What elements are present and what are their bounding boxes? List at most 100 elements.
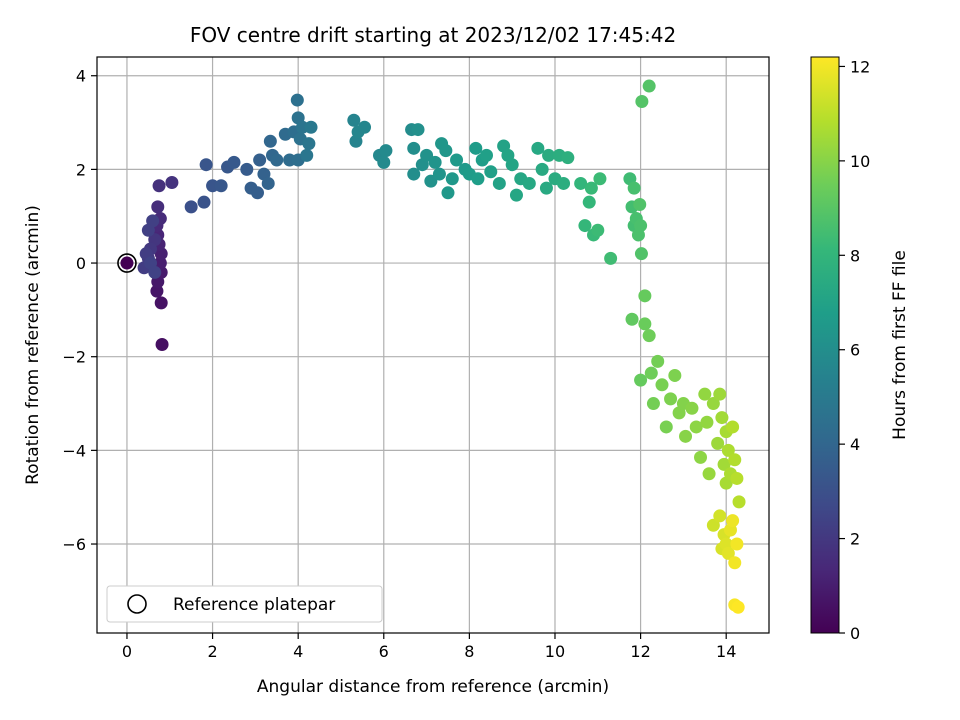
colorbar-tick-label: 8 <box>850 246 860 265</box>
data-point <box>584 181 598 195</box>
data-point <box>153 256 167 270</box>
colorbar-tick-label: 12 <box>850 57 870 76</box>
data-point <box>706 397 720 411</box>
legend-box <box>106 585 383 623</box>
data-point <box>638 289 652 303</box>
data-point <box>407 167 421 181</box>
data-point <box>263 134 277 148</box>
data-point <box>557 176 571 190</box>
data-point <box>411 123 425 137</box>
x-tick-label: 2 <box>207 642 217 661</box>
data-point <box>469 141 483 155</box>
x-tick-label: 6 <box>379 642 389 661</box>
colorbar-label: Hours from first FF file <box>890 250 910 440</box>
data-point <box>730 537 744 551</box>
scatter-points <box>137 79 746 614</box>
data-point <box>713 509 727 523</box>
reference-point <box>120 256 134 270</box>
data-point <box>492 176 506 190</box>
data-point <box>184 200 198 214</box>
data-point <box>407 141 421 155</box>
data-point <box>290 93 304 107</box>
data-point <box>732 495 746 509</box>
data-point <box>432 167 446 181</box>
data-point <box>634 219 648 233</box>
data-point <box>146 214 160 228</box>
data-point <box>638 317 652 331</box>
data-point <box>731 600 745 614</box>
data-point <box>535 162 549 176</box>
data-point <box>685 401 699 415</box>
data-point <box>542 148 556 162</box>
data-point <box>300 148 314 162</box>
colorbar-tick-label: 6 <box>850 341 860 360</box>
data-point <box>165 176 179 190</box>
data-point <box>635 94 649 108</box>
data-point <box>379 144 393 158</box>
data-point <box>420 148 434 162</box>
data-point <box>642 79 656 93</box>
reference-marker-layer <box>117 253 137 273</box>
data-point <box>717 457 731 471</box>
data-point <box>155 338 169 352</box>
reference-marker-icon <box>117 253 137 273</box>
data-point <box>199 158 213 172</box>
data-point <box>633 198 647 212</box>
colorbar <box>810 56 840 634</box>
colorbar-tick-label: 2 <box>850 530 860 549</box>
data-point <box>484 165 498 179</box>
data-point <box>197 195 211 209</box>
y-axis-label: Rotation from reference (arcmin) <box>23 205 43 485</box>
chart-title: FOV centre drift starting at 2023/12/02 … <box>190 23 676 47</box>
data-point <box>728 453 742 467</box>
data-point <box>151 200 165 214</box>
data-point <box>627 181 641 195</box>
y-tick-label: −6 <box>62 535 86 554</box>
legend-entry-label: Reference platepar <box>173 595 335 615</box>
data-point <box>655 378 669 392</box>
data-point <box>646 397 660 411</box>
data-point <box>634 373 648 387</box>
data-point <box>698 387 712 401</box>
data-point <box>154 296 168 310</box>
x-axis: 0 2 4 6 8 10 12 14 <box>122 633 736 661</box>
data-point <box>531 141 545 155</box>
x-axis-label: Angular distance from reference (arcmin) <box>257 677 609 697</box>
data-point <box>539 181 553 195</box>
data-point <box>651 354 665 368</box>
data-point <box>450 153 464 167</box>
data-point <box>377 155 391 169</box>
data-point <box>730 471 744 485</box>
x-tick-label: 14 <box>716 642 736 661</box>
data-point <box>642 329 656 343</box>
grid-layer <box>97 57 769 633</box>
y-tick-label: 2 <box>76 160 86 179</box>
data-point <box>694 450 708 464</box>
data-point <box>726 420 740 434</box>
y-tick-label: −4 <box>62 441 86 460</box>
data-point <box>578 219 592 233</box>
data-point <box>711 436 725 450</box>
data-point <box>439 144 453 158</box>
x-tick-label: 4 <box>293 642 303 661</box>
data-point <box>505 158 519 172</box>
data-point <box>664 392 678 406</box>
data-point <box>591 223 605 237</box>
data-point <box>424 174 438 188</box>
data-point <box>152 179 166 193</box>
colorbar-tick-label: 4 <box>850 435 860 454</box>
data-point <box>706 518 720 532</box>
legend: Reference platepar <box>106 585 383 623</box>
data-point <box>644 366 658 380</box>
data-point <box>240 162 254 176</box>
data-point <box>227 155 241 169</box>
data-point <box>574 176 588 190</box>
colorbar-axis: 0 2 4 6 8 10 12 <box>839 57 870 643</box>
data-point <box>700 415 714 429</box>
x-tick-label: 10 <box>545 642 565 661</box>
data-point <box>561 151 575 165</box>
x-tick-label: 0 <box>122 642 132 661</box>
x-tick-label: 8 <box>464 642 474 661</box>
y-tick-label: 0 <box>76 254 86 273</box>
data-point <box>441 186 455 200</box>
